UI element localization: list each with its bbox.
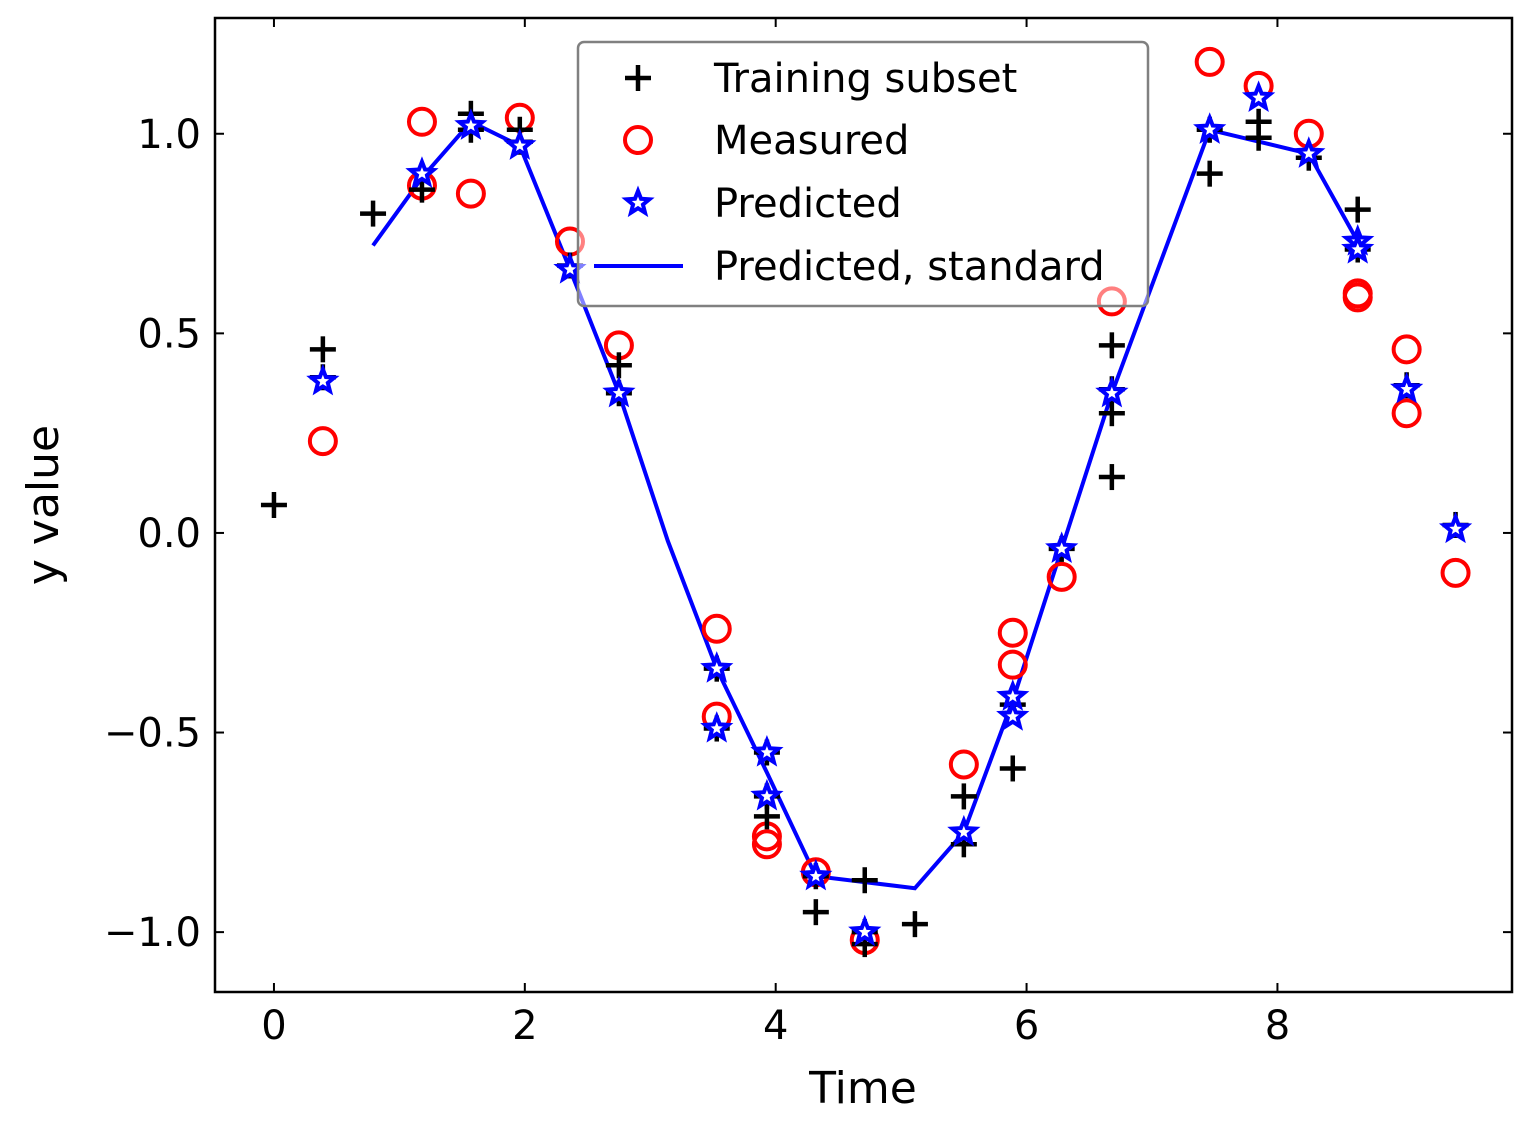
training-subset-marker <box>309 336 336 363</box>
x-tick-label: 8 <box>1265 1003 1290 1049</box>
axis-ticks: 0 2 4 6 8 −1.0 −0.5 0.0 0.5 1.0 <box>104 18 1512 1049</box>
predicted-marker <box>1241 80 1276 112</box>
y-tick-label: −1.0 <box>104 910 201 956</box>
x-tick-label: 2 <box>512 1003 537 1049</box>
measured-marker <box>997 649 1028 680</box>
measured-marker <box>1440 557 1471 588</box>
y-tick-label: −0.5 <box>104 711 201 757</box>
plot-area <box>260 46 1473 958</box>
training-subset-marker <box>1344 196 1371 223</box>
training-subset-marker <box>999 755 1026 782</box>
predicted-marker <box>1341 232 1375 264</box>
measured-marker <box>751 829 782 860</box>
legend-label: Predicted, standard <box>714 244 1105 290</box>
predicted-marker <box>799 858 833 891</box>
legend-entry: Predicted <box>621 181 902 227</box>
measured-marker <box>406 106 437 137</box>
measured-marker <box>701 613 732 644</box>
predicted-marker <box>1193 112 1227 144</box>
training-subset-marker <box>1196 160 1223 187</box>
legend-star-swatch <box>621 185 655 218</box>
predicted-marker <box>1292 136 1326 168</box>
training-subset-marker <box>901 911 928 938</box>
training-subset-marker <box>260 492 287 518</box>
y-axis-label: y value <box>18 425 69 585</box>
predicted-marker <box>1095 375 1129 408</box>
training-subset-marker <box>950 783 977 810</box>
x-tick-label: 6 <box>1014 1003 1039 1049</box>
predicted-marker <box>602 375 636 408</box>
x-tick-label: 0 <box>261 1003 286 1049</box>
predicted-marker <box>947 814 981 847</box>
training-subset-marker <box>1098 464 1125 491</box>
legend-box <box>576 40 1150 308</box>
predicted-marker <box>454 108 488 140</box>
legend: Training subset Measured Predicted Predicte… <box>576 40 1150 308</box>
predicted-marker <box>1045 531 1079 564</box>
measured-marker <box>1342 282 1373 313</box>
predicted-marker <box>405 156 439 188</box>
predicted-marker <box>1438 511 1473 544</box>
predicted-marker <box>503 128 537 160</box>
legend-label: Predicted <box>714 181 902 227</box>
training-subset-marker <box>1098 332 1125 359</box>
measured-marker <box>997 617 1028 648</box>
training-subset-marker <box>1245 124 1272 151</box>
y-tick-label: 1.0 <box>137 112 201 158</box>
series-predicted <box>306 80 1473 947</box>
measured-marker <box>1046 561 1077 592</box>
legend-plus-swatch <box>625 65 651 91</box>
training-subset-marker <box>605 352 632 379</box>
axes-frame <box>213 16 1514 994</box>
measured-marker <box>1391 334 1422 365</box>
legend-circle-swatch <box>623 125 653 155</box>
x-tick-label: 4 <box>763 1003 788 1049</box>
training-subset-marker <box>851 867 878 894</box>
x-axis-label: Time <box>808 1063 917 1114</box>
measured-marker <box>455 178 486 209</box>
measured-marker <box>307 426 338 457</box>
predicted-marker <box>306 363 340 396</box>
predicted-marker <box>700 711 734 743</box>
predicted-marker <box>750 778 784 811</box>
legend-entry: Measured <box>623 118 909 164</box>
measured-marker <box>948 749 979 780</box>
measured-marker <box>1391 398 1422 429</box>
training-subset-marker <box>360 200 387 227</box>
predicted-marker <box>1390 371 1424 404</box>
y-tick-label: 0.5 <box>137 311 201 357</box>
predicted-marker <box>700 651 734 683</box>
legend-label: Measured <box>714 118 909 164</box>
predicted-marker <box>996 699 1030 731</box>
training-subset-marker <box>802 899 829 926</box>
legend-entry: Predicted, standard <box>594 244 1105 290</box>
legend-label: Training subset <box>713 56 1017 102</box>
measured-marker <box>1194 46 1225 77</box>
y-tick-label: 0.0 <box>137 511 201 557</box>
predicted-marker <box>848 914 882 947</box>
predicted-marker <box>750 735 784 767</box>
legend-entry: Training subset <box>625 56 1017 102</box>
training-subset-marker <box>1098 400 1125 427</box>
